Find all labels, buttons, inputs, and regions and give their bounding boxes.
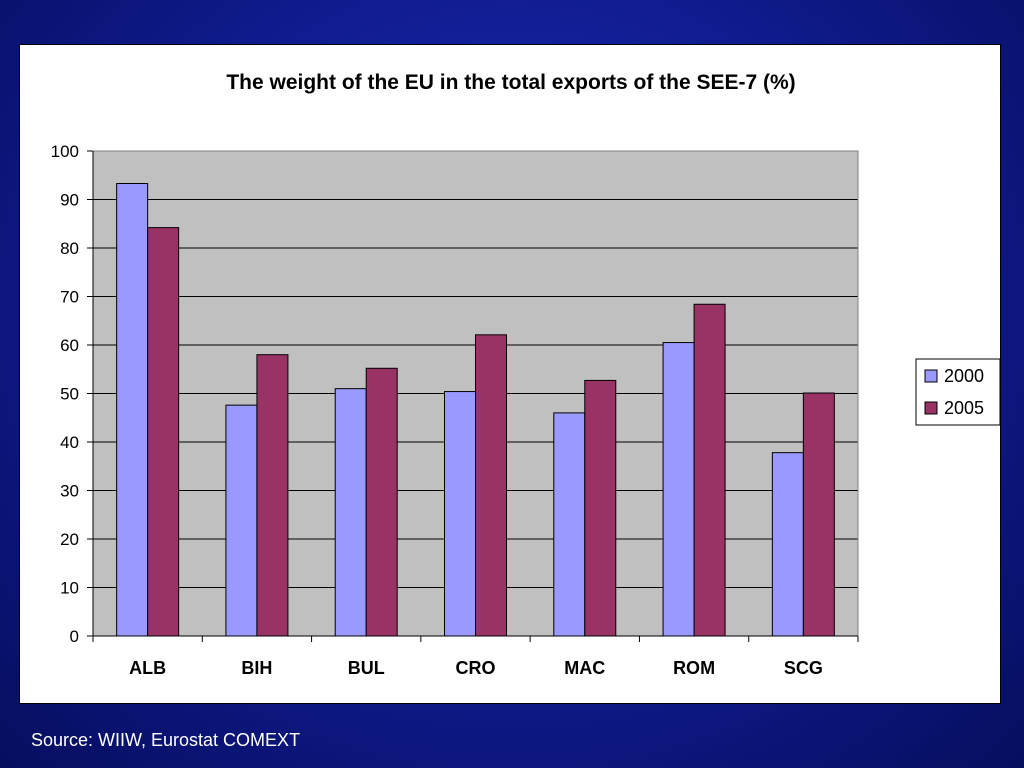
plot-area: 0 10 20 30 40 50 60 70 80 90 100 ALB BIH BUL CRO MAC ROM… <box>51 142 859 678</box>
bar-2005-cro <box>475 334 507 637</box>
source-note: Source: WIIW, Eurostat COMEXT <box>31 730 301 750</box>
bar-2005-bih <box>256 354 289 637</box>
y-tick-label: 30 <box>60 482 79 501</box>
y-tick-label: 50 <box>60 385 79 404</box>
x-tick-label: MAC <box>564 658 605 678</box>
y-tick-label: 80 <box>60 239 79 258</box>
bar-2000-scg <box>771 452 804 637</box>
x-tick-label: ROM <box>673 658 715 678</box>
y-tick-label: 40 <box>60 433 79 452</box>
x-tick-label: BIH <box>241 658 272 678</box>
bar-2005-alb <box>147 227 180 637</box>
x-tick-label: SCG <box>784 658 823 678</box>
x-tick-label: ALB <box>129 658 166 678</box>
bar-2000-mac <box>553 412 586 637</box>
bar-2000-cro <box>444 391 476 637</box>
bar-2000-alb <box>116 182 149 637</box>
bar-2005-mac <box>584 379 617 637</box>
bar-2000-rom <box>662 342 695 637</box>
legend-swatch-2005 <box>924 401 938 415</box>
chart-title: The weight of the EU in the total export… <box>226 71 795 94</box>
y-tick-label: 60 <box>60 336 79 355</box>
y-tick-label: 90 <box>60 191 79 210</box>
bar-2005-bul <box>365 367 398 637</box>
legend-swatch-2000 <box>924 369 938 383</box>
legend: 2000 2005 <box>915 358 1001 426</box>
y-tick-label: 100 <box>51 142 79 161</box>
bar-2000-bul <box>334 388 367 637</box>
chart-panel: The weight of the EU in the total export… <box>19 44 1001 704</box>
y-tick-label: 0 <box>70 627 79 646</box>
y-tick-label: 70 <box>60 288 79 307</box>
x-tick-label: CRO <box>456 658 496 678</box>
x-tick-label: BUL <box>348 658 385 678</box>
y-tick-label: 10 <box>60 579 79 598</box>
bar-chart: The weight of the EU in the total export… <box>51 71 1001 678</box>
bar-2005-rom <box>693 303 726 637</box>
y-tick-label: 20 <box>60 530 79 549</box>
legend-label-2000: 2000 <box>944 366 984 386</box>
bar-2005-scg <box>802 392 835 637</box>
legend-label-2005: 2005 <box>944 398 984 418</box>
bar-2000-bih <box>225 404 258 637</box>
